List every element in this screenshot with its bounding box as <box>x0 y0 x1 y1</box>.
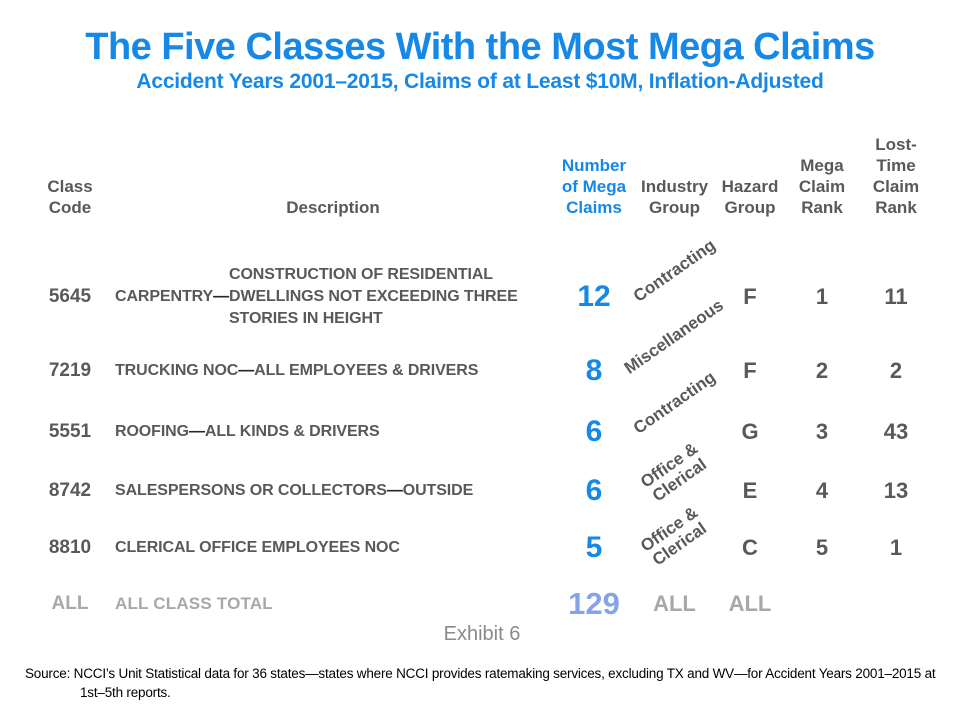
header-description: Description <box>286 198 380 217</box>
header-industry-group: Industry Group <box>640 177 709 217</box>
cell-mega-claim-rank: 1 <box>815 284 829 309</box>
cell-lost-time-claim-rank: 43 <box>883 419 909 444</box>
industry-group-label: Contracting <box>629 235 719 306</box>
cell-description: ALL CLASS TOTAL <box>115 594 273 613</box>
header-hazard-group: Hazard Group <box>721 177 779 217</box>
cell-industry-group: ALL <box>653 591 696 616</box>
cell-description: CLERICAL OFFICE EMPLOYEES NOC <box>115 539 400 556</box>
cell-hazard-group: ALL <box>728 591 772 616</box>
cell-hazard-group: F <box>743 284 757 309</box>
cell-class-code: 8810 <box>48 537 92 558</box>
cell-mega-claim-rank: 2 <box>815 358 829 383</box>
cell-class-code: 8742 <box>48 480 92 501</box>
cell-description: SALESPERSONS OR COLLECTORS — OUTSIDE <box>115 482 474 499</box>
cell-hazard-group: G <box>741 419 759 444</box>
table-row: 5645 CARPENTRY — CONSTRUCTION OF RESIDENTI… <box>0 235 960 337</box>
page-subtitle: Accident Years 2001–2015, Claims of at L… <box>136 70 824 93</box>
cell-lost-time-claim-rank: 11 <box>884 284 908 309</box>
page-title: The Five Classes With the Most Mega Clai… <box>85 26 875 68</box>
cell-class-code: 7219 <box>48 360 92 381</box>
cell-lost-time-claim-rank: 1 <box>889 535 903 560</box>
cell-mega-claims: 8 <box>585 354 603 387</box>
table-row: 7219 TRUCKING NOC — ALL EMPLOYEES & DRIVER… <box>0 295 960 401</box>
table-row: 5551 ROOFING — ALL KINDS & DRIVERS 6 Contr… <box>0 367 960 462</box>
table-row: 8810 CLERICAL OFFICE EMPLOYEES NOC 5 Off… <box>0 503 960 578</box>
header-class-code: Class Code <box>47 177 93 217</box>
cell-description: CARPENTRY — CONSTRUCTION OF RESIDENTIAL DW… <box>115 266 518 327</box>
table-row: 8742 SALESPERSONS OR COLLECTORS — OUTSIDE … <box>0 439 960 521</box>
cell-lost-time-claim-rank: 13 <box>883 478 909 503</box>
source-note: Source: NCCI’s Unit Statistical data for… <box>25 666 936 700</box>
cell-mega-claim-rank: 4 <box>815 478 829 503</box>
cell-mega-claims: 5 <box>585 531 603 564</box>
cell-hazard-group: C <box>742 535 758 560</box>
table-header-row: Class Code Description Number of Mega Cl… <box>0 126 960 218</box>
cell-mega-claim-rank: 3 <box>815 419 829 444</box>
cell-hazard-group: F <box>743 358 757 383</box>
cell-mega-claim-rank: 5 <box>815 535 829 560</box>
cell-description: ROOFING — ALL KINDS & DRIVERS <box>115 423 380 440</box>
cell-mega-claims: 6 <box>585 474 603 507</box>
exhibit-label: Exhibit 6 <box>443 623 521 645</box>
cell-class-code: 5645 <box>48 286 92 307</box>
cell-description: TRUCKING NOC — ALL EMPLOYEES & DRIVERS <box>115 362 479 379</box>
cell-class-code: 5551 <box>48 421 92 442</box>
cell-mega-claims: 12 <box>577 280 611 313</box>
cell-lost-time-claim-rank: 2 <box>889 358 903 383</box>
header-mega-claims: Number of Mega Claims <box>561 156 627 217</box>
cell-mega-claims-total: 129 <box>568 586 620 621</box>
table-total-row: ALL ALL CLASS TOTAL 129 ALL ALL <box>0 574 960 634</box>
cell-hazard-group: E <box>742 478 758 503</box>
header-mega-claim-rank: Mega Claim Rank <box>798 156 846 217</box>
header-lost-time-claim-rank: Lost- Time Claim Rank <box>872 135 920 217</box>
cell-class-code: ALL <box>51 593 89 614</box>
cell-mega-claims: 6 <box>585 415 603 448</box>
